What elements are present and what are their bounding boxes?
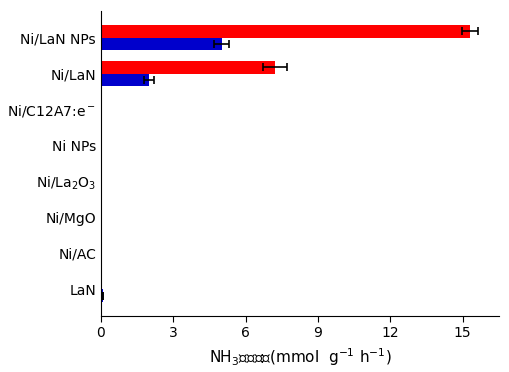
Bar (101, 38, 221, 50)
X-axis label: NH$_3$生成速度(mmol  g$^{-1}$ h$^{-1}$): NH$_3$生成速度(mmol g$^{-1}$ h$^{-1}$) (208, 346, 390, 368)
Bar (101, 74, 149, 86)
Bar (101, 61, 274, 74)
Bar (101, 289, 103, 302)
Bar (101, 25, 469, 38)
